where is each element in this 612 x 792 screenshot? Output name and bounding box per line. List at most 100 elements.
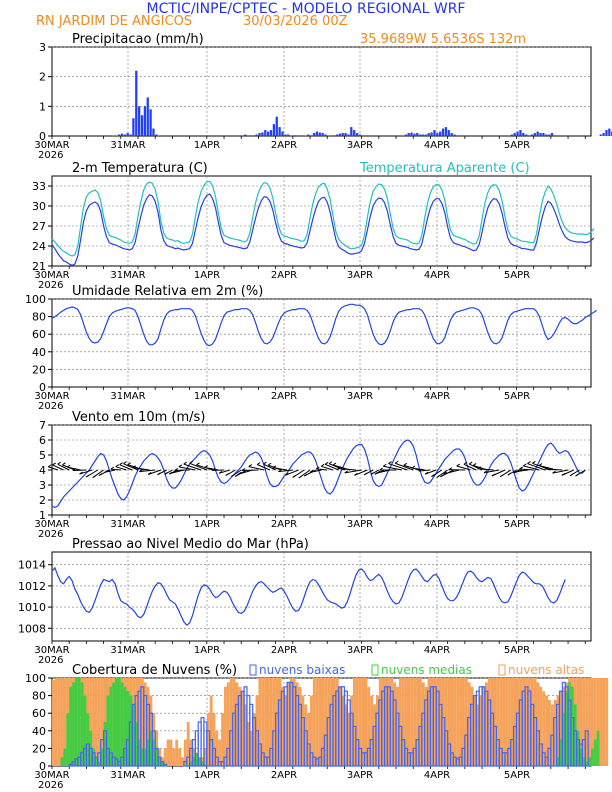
wind-arrow xyxy=(119,464,133,471)
precip-bar xyxy=(143,106,147,136)
precip-bar xyxy=(289,135,293,136)
cloud-bar-cloud_high xyxy=(287,682,290,766)
cloud-bar-cloud_high xyxy=(496,678,500,766)
cloud-bar-cloud_high xyxy=(292,678,296,766)
precip-bar xyxy=(112,135,115,136)
cloud-bar-cloud_high xyxy=(224,686,227,766)
cloud-bar-cloud_high xyxy=(450,678,454,766)
cloud-bar-cloud_high xyxy=(267,678,270,766)
wind-arrow-head xyxy=(92,475,96,479)
cloud-bar-cloud_high xyxy=(264,678,268,766)
cloud-bar-cloud_mid xyxy=(559,739,563,766)
cloud-bar-cloud_mid xyxy=(570,686,574,766)
x-day-label: 3APR xyxy=(347,519,373,530)
cloud-bar-cloud_mid xyxy=(60,757,64,766)
cloud-bar-cloud_high xyxy=(166,739,170,766)
precip-bar xyxy=(355,133,359,136)
wind-arrow xyxy=(196,464,213,471)
precip-bar xyxy=(516,131,519,136)
cloud-bar-cloud_mid xyxy=(92,748,96,766)
wind-arrow-head xyxy=(174,467,178,471)
precip-bar xyxy=(530,134,534,136)
cloud-bar-cloud_high xyxy=(381,678,385,766)
cloud-bar-cloud_mid xyxy=(86,713,90,766)
wind-arrow xyxy=(519,468,534,471)
cloud-bar-cloud_high xyxy=(138,678,141,766)
cloud-bar-cloud_high xyxy=(229,678,233,766)
precip-bar xyxy=(447,130,450,136)
precip-bar xyxy=(258,133,261,136)
wind-arrow-head xyxy=(394,460,399,464)
cloud-bar-cloud_high xyxy=(344,704,348,766)
precip-bar xyxy=(602,133,605,136)
x-year-label: 2026 xyxy=(38,150,63,161)
cloud-bar-cloud_high xyxy=(186,722,190,766)
precip-bar xyxy=(287,134,290,136)
cloud-bar-cloud_mid xyxy=(596,730,600,766)
panel-title: Umidade Relativa em 2m (%) xyxy=(72,284,263,299)
wind-arrow-head xyxy=(344,470,349,474)
cloud-bar-cloud_high xyxy=(470,686,474,766)
cloud-bar-cloud_high xyxy=(404,678,408,766)
precip-bar xyxy=(281,131,284,136)
precip-bar xyxy=(433,130,436,136)
cloud-bar-cloud_high xyxy=(596,678,600,766)
cloud-bar-cloud_mid xyxy=(556,757,560,766)
cloud-bar-cloud_high xyxy=(398,678,402,766)
cloud-bar-cloud_high xyxy=(258,678,262,766)
cloud-bar-cloud_high xyxy=(261,678,265,766)
cloud-bar-cloud_high xyxy=(212,713,216,766)
cloud-bar-cloud_high xyxy=(401,678,405,766)
wind-arrow-head xyxy=(376,470,381,474)
wind-arrow-head xyxy=(456,463,460,467)
wind-arrow-head xyxy=(388,461,392,464)
cloud-bar-cloud_high xyxy=(421,682,425,766)
cloud-bar-cloud_high xyxy=(178,748,182,766)
wind-arrow xyxy=(241,469,259,472)
wind-arrow-head xyxy=(164,471,168,475)
wind-arrow xyxy=(139,469,156,473)
x-day-label: 2APR xyxy=(271,645,297,656)
wind-arrow-head xyxy=(337,466,342,469)
cloud-bar-cloud_mid xyxy=(189,761,193,766)
x-day-label: 4APR xyxy=(424,270,450,281)
wind-arrow-head xyxy=(263,461,267,465)
cloud-bar-cloud_high xyxy=(235,682,239,766)
cloud-bar-cloud_high xyxy=(175,739,179,766)
precip-bar xyxy=(120,133,124,136)
precip-bar xyxy=(284,134,287,136)
precip-bar xyxy=(525,134,528,136)
wind-arrow-head xyxy=(569,473,574,477)
x-day-label: 1APR xyxy=(194,140,220,151)
cloud-bar-cloud_high xyxy=(89,678,93,766)
x-day-label: 30MAR xyxy=(34,270,69,281)
precip-bar xyxy=(115,135,118,136)
cloud-bar-cloud_high xyxy=(605,678,609,766)
cloud-bar-cloud_high xyxy=(602,678,606,766)
cloud-bar-cloud_mid xyxy=(593,739,597,766)
y-tick-label: 60 xyxy=(32,707,46,720)
y-tick-label: 40 xyxy=(32,346,46,359)
precip-bar xyxy=(338,133,341,136)
cloud-bar-cloud_high xyxy=(218,739,222,766)
cloud-bar-cloud_mid xyxy=(149,730,153,766)
cloud-bar-cloud_high xyxy=(556,695,560,766)
wind-arrow xyxy=(278,469,293,473)
wind-arrow xyxy=(110,468,121,471)
cloud-bar-cloud_mid xyxy=(74,678,78,766)
cloud-bar-cloud_high xyxy=(599,678,603,766)
cloud-bar-cloud_high xyxy=(479,695,483,766)
precip-bar xyxy=(539,133,542,136)
precip-bar xyxy=(536,131,539,136)
y-tick-label: 1 xyxy=(39,509,46,522)
cloud-bar-cloud_mid xyxy=(576,730,580,766)
cloud-bar-cloud_high xyxy=(350,695,354,766)
cloud-bar-cloud_high xyxy=(378,678,382,766)
wind-arrow-head xyxy=(561,472,566,476)
precip-bar xyxy=(272,124,276,136)
wind-arrow-head xyxy=(324,461,329,465)
y-tick-label: 100 xyxy=(25,293,46,306)
cloud-bar-cloud_high xyxy=(553,700,557,766)
wind-arrow xyxy=(132,467,150,471)
wind-arrow-head xyxy=(110,466,115,470)
